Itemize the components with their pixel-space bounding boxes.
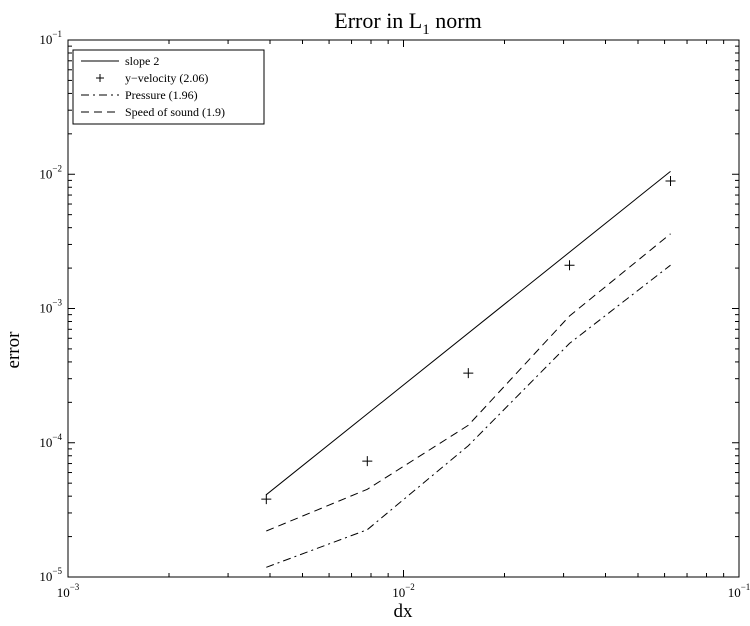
legend-entry-label: slope 2: [125, 54, 159, 68]
legend-swatch-marker: [96, 74, 104, 82]
series-2: [261, 176, 676, 505]
legend-entry-label: y−velocity (2.06): [125, 71, 208, 85]
series-line: [265, 171, 671, 496]
x-tick-label: 10−1: [728, 582, 750, 600]
x-tick-label: 10−2: [392, 582, 415, 600]
data-point: [362, 456, 373, 467]
series-line: [266, 264, 671, 568]
plot-area: 10−3 10−2 10−1 10−5 10−4 10−3 10−2 10−1: [39, 29, 750, 600]
y-tick-label: 10−5: [39, 566, 62, 584]
legend-entry-label: Speed of sound (1.9): [125, 105, 225, 119]
data-point: [665, 176, 676, 187]
chart-title-subscript: 1: [422, 22, 430, 38]
chart-title-main: Error in L: [334, 8, 422, 33]
y-tick-label: 10−1: [39, 29, 62, 47]
tick-labels: 10−3 10−2 10−1 10−5 10−4 10−3 10−2 10−1: [39, 29, 750, 600]
x-axis-label: dx: [394, 601, 414, 622]
series-4: [266, 233, 671, 532]
y-tick-label: 10−4: [39, 432, 62, 450]
y-tick-label: 10−2: [39, 163, 62, 181]
series-line: [266, 233, 671, 532]
legend-entry-label: Pressure (1.96): [125, 88, 198, 102]
x-tick-label: 10−3: [57, 582, 80, 600]
data-point: [261, 494, 272, 505]
legend-box: [72, 49, 265, 125]
data-point: [564, 260, 575, 271]
series-3: [266, 264, 671, 568]
legend: slope 2 y−velocity (2.06) Pressure (1.96) S…: [72, 49, 265, 125]
data-point: [463, 368, 474, 379]
chart-title: Error in L1 norm: [334, 8, 481, 38]
series-1: [265, 171, 671, 496]
tick-marks: [67, 40, 739, 578]
y-tick-label: 10−3: [39, 298, 62, 316]
y-axis-label: error: [3, 331, 24, 369]
chart-title-suffix: norm: [430, 8, 482, 33]
